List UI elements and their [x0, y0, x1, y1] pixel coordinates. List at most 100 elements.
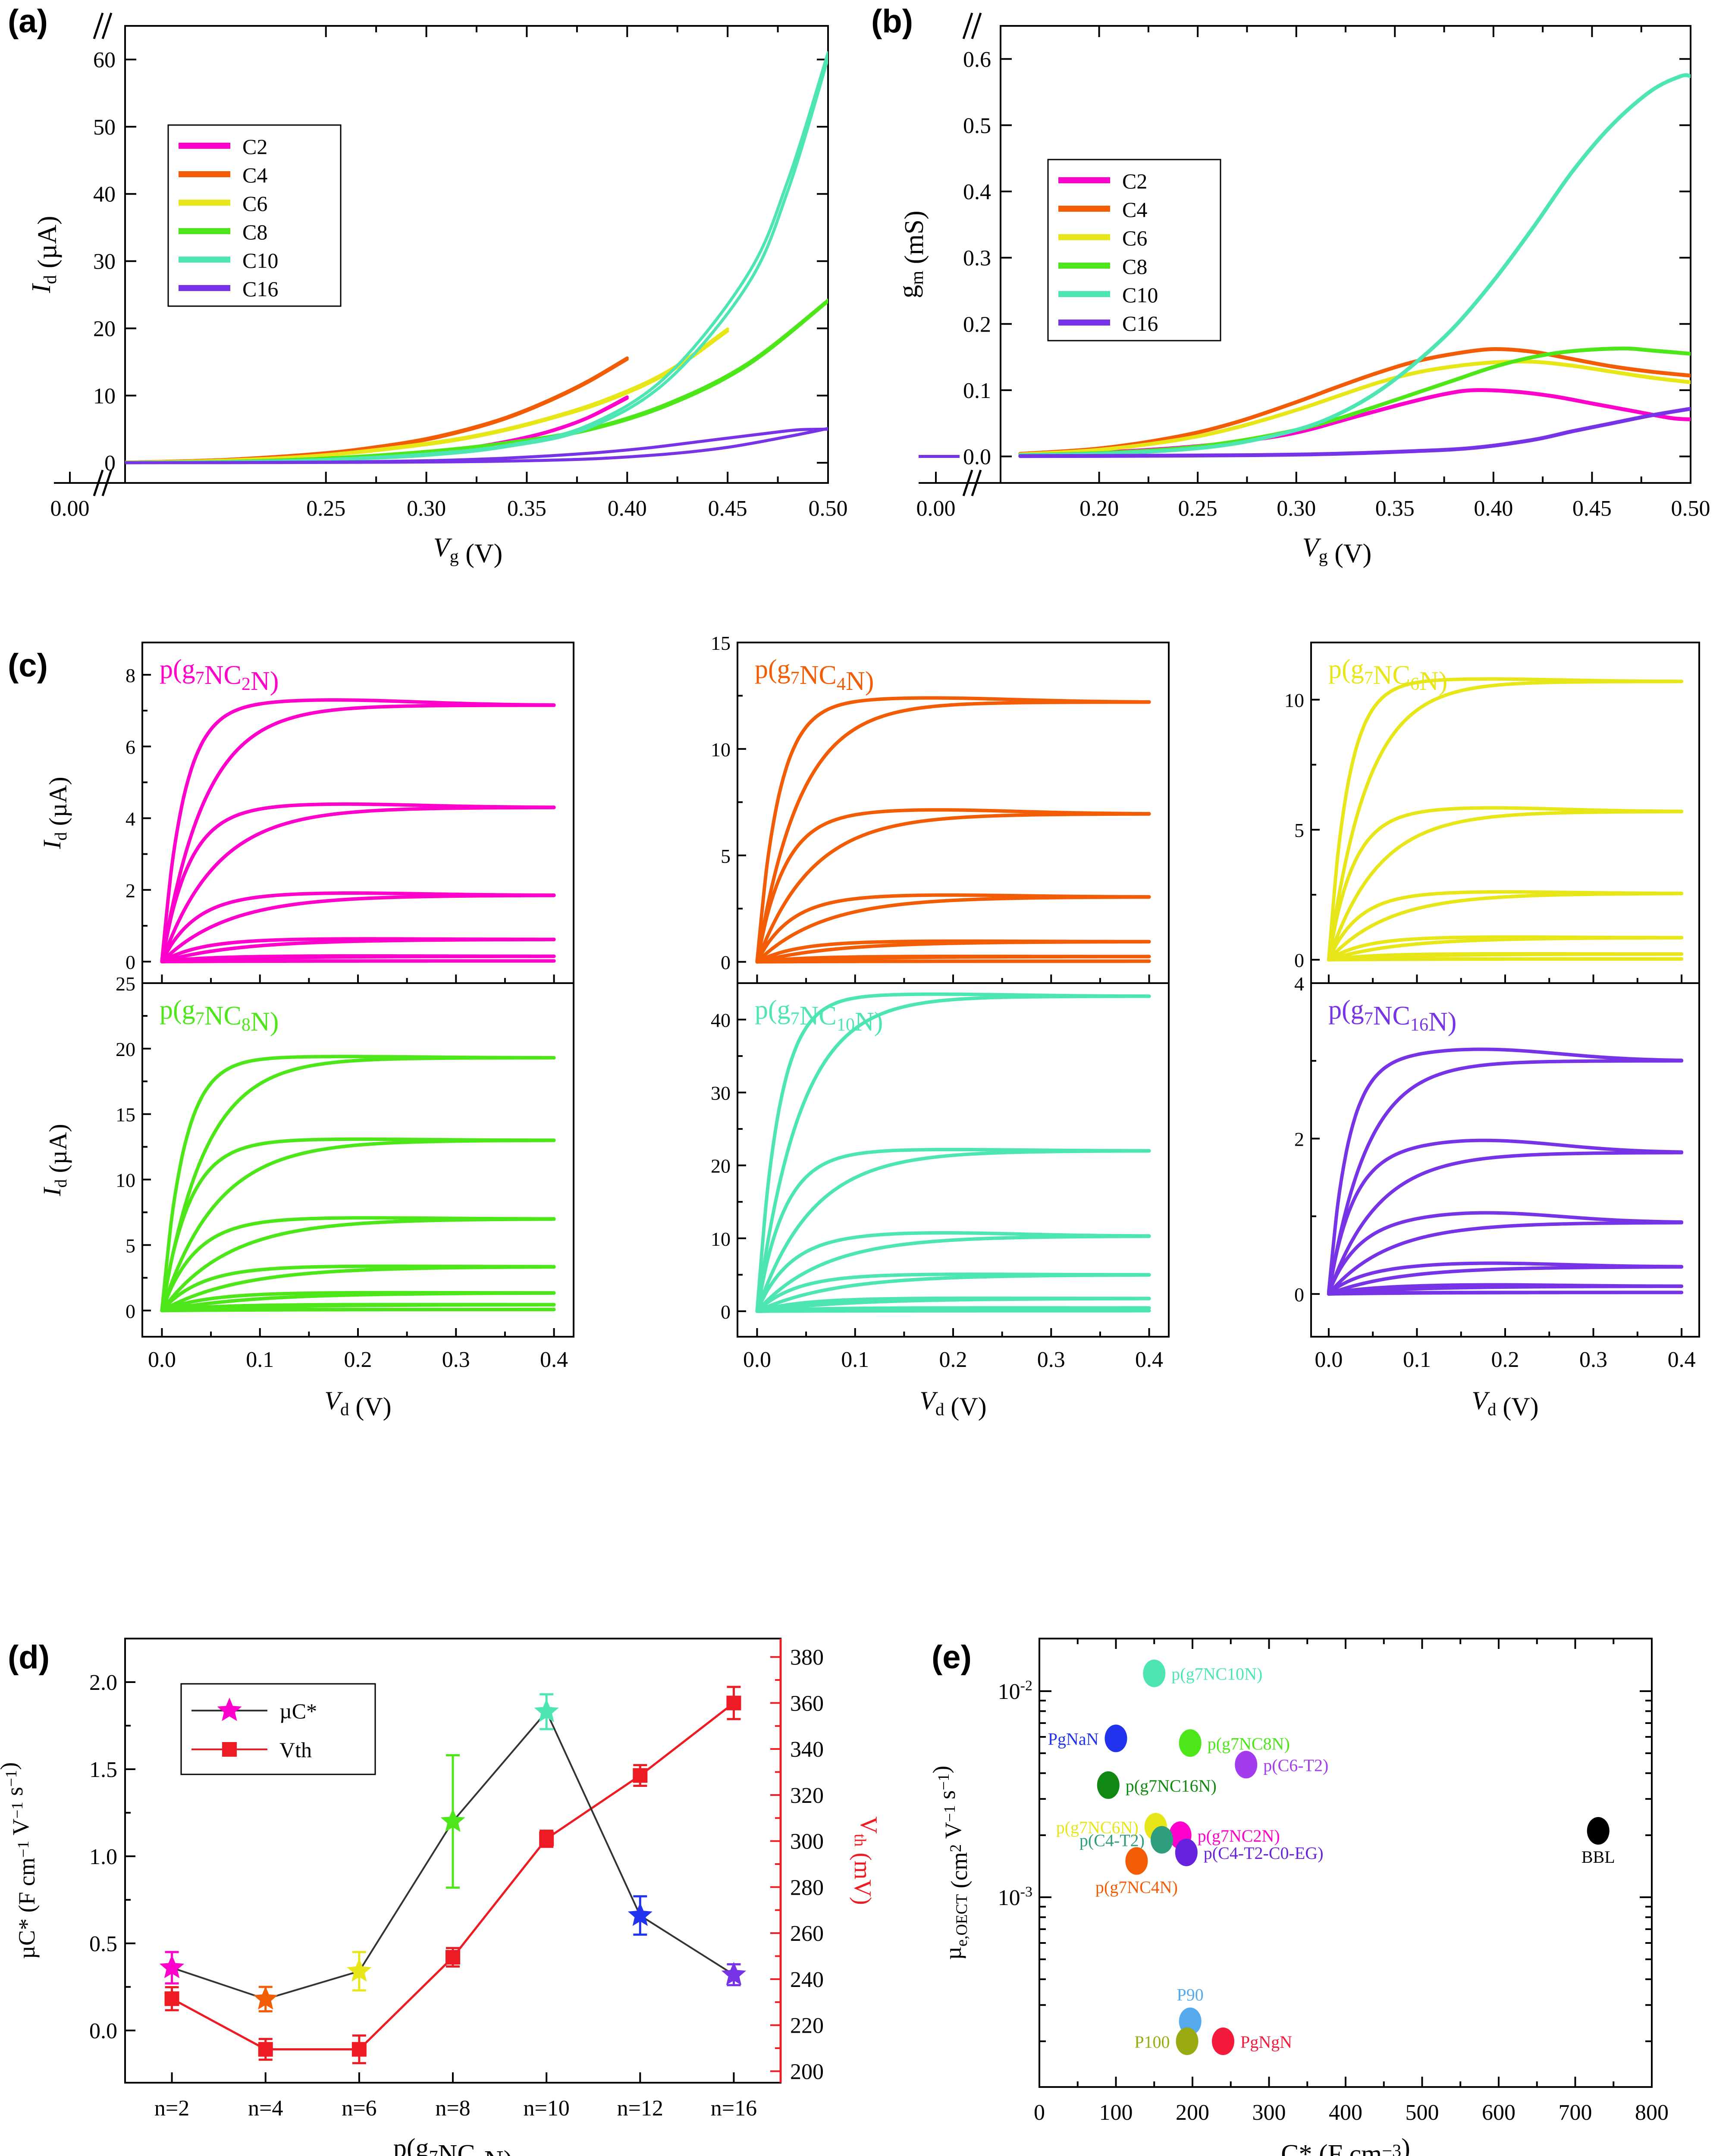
- svg-text:800: 800: [1635, 2100, 1669, 2125]
- svg-text:C10: C10: [1122, 283, 1158, 307]
- svg-text:10: 10: [711, 1228, 731, 1250]
- svg-text:260: 260: [790, 1921, 824, 1946]
- svg-text:6: 6: [126, 736, 135, 758]
- svg-text:0.6: 0.6: [963, 47, 991, 72]
- svg-text:0: 0: [721, 1301, 731, 1323]
- svg-text:Vd (V): Vd (V): [919, 1386, 986, 1421]
- svg-text:0.1: 0.1: [963, 379, 991, 403]
- svg-text:0: 0: [1294, 950, 1304, 971]
- svg-text:20: 20: [711, 1155, 731, 1177]
- svg-text:PgNgN: PgNgN: [1240, 2032, 1292, 2052]
- svg-text:0.3: 0.3: [1037, 1348, 1065, 1372]
- svg-text:360: 360: [790, 1691, 824, 1716]
- svg-text:200: 200: [1176, 2100, 1209, 2125]
- svg-text:0.0: 0.0: [89, 2019, 117, 2043]
- panel-b-plot: 0.00 0.20 0.25 0.30 0.35 0.40 0.45 0.50 0.0 0.1 0.…: [894, 13, 1710, 568]
- svg-text:240: 240: [790, 1968, 824, 1992]
- svg-text:0.0: 0.0: [1315, 1348, 1343, 1372]
- svg-text:0.0: 0.0: [148, 1348, 176, 1372]
- svg-text:10: 10: [711, 739, 731, 761]
- svg-text:0.1: 0.1: [841, 1348, 869, 1372]
- svg-text:0.3: 0.3: [1579, 1348, 1607, 1372]
- svg-text:40: 40: [93, 182, 116, 207]
- svg-text:Vth (mV): Vth (mV): [849, 1816, 882, 1905]
- svg-text:gm (mS): gm (mS): [894, 210, 929, 298]
- svg-text:300: 300: [1252, 2100, 1286, 2125]
- svg-text:50: 50: [93, 115, 116, 140]
- svg-text:25: 25: [116, 973, 135, 995]
- svg-text:p(g7NC8N): p(g7NC8N): [160, 995, 279, 1037]
- svg-text:20: 20: [93, 317, 116, 341]
- svg-text:C16: C16: [242, 277, 278, 301]
- svg-text:C6: C6: [242, 191, 267, 216]
- svg-text:p(g7NC2N): p(g7NC2N): [160, 655, 279, 696]
- svg-text:0.30: 0.30: [1277, 496, 1316, 521]
- svg-text:60: 60: [93, 48, 116, 72]
- svg-text:0.5: 0.5: [963, 113, 991, 138]
- svg-text:0.2: 0.2: [963, 312, 991, 337]
- panel-tag-c: (c): [8, 647, 48, 684]
- svg-text:10-3: 10-3: [998, 1884, 1032, 1910]
- svg-text:n=12: n=12: [617, 2096, 663, 2121]
- svg-text:0.25: 0.25: [306, 496, 345, 521]
- svg-text:5: 5: [126, 1235, 135, 1257]
- svg-text:C10: C10: [242, 248, 278, 273]
- svg-text:p(C4-T2): p(C4-T2): [1079, 1831, 1145, 1850]
- svg-text:p(C4-T2-C0-EG): p(C4-T2-C0-EG): [1204, 1843, 1324, 1863]
- panel-tag-d: (d): [8, 1639, 50, 1676]
- svg-text:0.30: 0.30: [407, 496, 446, 521]
- svg-text:PgNaN: PgNaN: [1048, 1730, 1099, 1749]
- svg-text:0: 0: [126, 1300, 135, 1322]
- svg-text:0.45: 0.45: [708, 496, 747, 521]
- svg-text:0.4: 0.4: [540, 1348, 568, 1372]
- svg-text:0.50: 0.50: [809, 496, 848, 521]
- svg-text:0.0: 0.0: [743, 1348, 771, 1372]
- svg-text:0: 0: [126, 951, 135, 973]
- svg-text:µC*: µC*: [279, 1699, 317, 1723]
- svg-text:0.20: 0.20: [1079, 496, 1119, 521]
- svg-text:n=4: n=4: [248, 2096, 283, 2121]
- svg-text:0.4: 0.4: [1135, 1348, 1163, 1372]
- svg-text:n=16: n=16: [711, 2096, 757, 2121]
- svg-text:Vg (V): Vg (V): [1302, 533, 1372, 568]
- svg-text:0.3: 0.3: [963, 246, 991, 271]
- svg-text:280: 280: [790, 1875, 824, 1900]
- svg-text:30: 30: [711, 1082, 731, 1104]
- svg-text:0.25: 0.25: [1178, 496, 1217, 521]
- svg-text:Id (µA): Id (µA): [38, 777, 72, 849]
- svg-text:0.00: 0.00: [50, 496, 90, 521]
- svg-text:0.45: 0.45: [1572, 496, 1612, 521]
- svg-text:p(g7NC4N): p(g7NC4N): [1095, 1877, 1178, 1897]
- svg-text:p(g7NC16N): p(g7NC16N): [1328, 995, 1456, 1037]
- svg-text:10: 10: [93, 384, 116, 408]
- svg-text:0.00: 0.00: [916, 496, 956, 521]
- svg-text:0.4: 0.4: [963, 180, 991, 204]
- svg-text:4: 4: [126, 808, 135, 830]
- svg-text:0.40: 0.40: [1474, 496, 1513, 521]
- svg-text:0.40: 0.40: [608, 496, 647, 521]
- svg-text:p(g7NC6N): p(g7NC6N): [1328, 655, 1447, 696]
- svg-text:20: 20: [116, 1038, 135, 1060]
- svg-text:C8: C8: [242, 220, 267, 244]
- panel-d-plot: 0.0 0.5 1.0 1.5 2.0 200 220 240 260 280 300 320 340 3…: [0, 1638, 882, 2156]
- svg-text:700: 700: [1559, 2100, 1592, 2125]
- svg-text:p(g7NC4N): p(g7NC4N): [755, 655, 874, 696]
- svg-text:Id (µA): Id (µA): [27, 216, 62, 293]
- svg-text:600: 600: [1482, 2100, 1516, 2125]
- svg-text:µC* (F cm−1 V−1 s−1): µC* (F cm−1 V−1 s−1): [0, 1762, 40, 1959]
- svg-text:Vd (V): Vd (V): [324, 1386, 391, 1421]
- svg-text:C16: C16: [1122, 311, 1158, 335]
- svg-text:0.2: 0.2: [1491, 1348, 1519, 1372]
- svg-text:P90: P90: [1177, 1985, 1204, 2005]
- svg-text:0.4: 0.4: [1668, 1348, 1696, 1372]
- svg-text:2.0: 2.0: [89, 1670, 117, 1695]
- svg-text:500: 500: [1406, 2100, 1439, 2125]
- svg-text:0: 0: [104, 451, 116, 476]
- svg-text:C4: C4: [242, 163, 267, 187]
- svg-text:Id (µA): Id (µA): [38, 1124, 72, 1196]
- svg-text:BBL: BBL: [1581, 1847, 1615, 1867]
- svg-text:5: 5: [1294, 819, 1304, 841]
- svg-text:p(g7NC8N): p(g7NC8N): [1208, 1734, 1290, 1753]
- svg-text:10-2: 10-2: [998, 1678, 1032, 1704]
